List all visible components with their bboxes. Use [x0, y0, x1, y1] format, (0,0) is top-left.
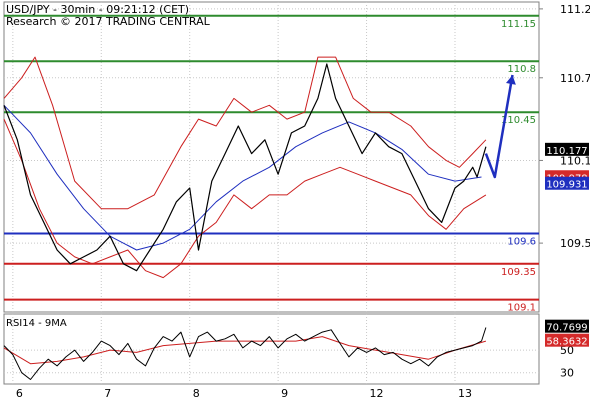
price-line: [3, 63, 487, 272]
price-badge-label: 110.177: [546, 146, 587, 157]
rsi-panel-label: RSI14 - 9MA: [6, 318, 67, 329]
rsi-y-tick-label: 50: [560, 344, 574, 357]
rsi-line: [3, 327, 487, 380]
moving-average-line: [3, 104, 482, 251]
level-label: 110.45: [501, 115, 536, 126]
price-badge: [545, 142, 589, 156]
x-tick-label: 12: [370, 387, 384, 400]
level-label: 110.8: [507, 64, 536, 75]
rsi-y-tick-label: 30: [560, 367, 574, 380]
price-badge: [545, 176, 589, 190]
x-tick-label: 8: [193, 387, 200, 400]
level-label: 109.35: [501, 267, 536, 278]
series-layer: [3, 56, 516, 279]
bollinger-upper-line: [3, 56, 487, 210]
y-tick-label: 109.5: [560, 237, 590, 250]
level-label: 109.1: [507, 303, 536, 314]
x-tick-label: 6: [16, 387, 23, 400]
level-label: 111.15: [501, 19, 536, 30]
y-tick-label: 110.1: [560, 154, 590, 167]
y-tick-label: 110.7: [560, 72, 590, 85]
rsi-plot-frame: [3, 313, 540, 385]
rsi-badge: [545, 319, 589, 333]
rsi-badge-label: 58.3632: [546, 337, 587, 348]
x-tick-label: 13: [458, 387, 472, 400]
axis-layer: 6 7 8 9 12 13 111.2 110.7 110.1 109.5 50 30: [16, 3, 590, 400]
rsi-badge-label: 70.7699: [546, 323, 587, 334]
x-tick-label: 7: [104, 387, 111, 400]
rsi-layer: [3, 327, 487, 380]
price-badge-label: 109.931: [546, 180, 587, 191]
projection-arrowhead: [506, 75, 516, 85]
chart-header-line2: Research © 2017 TRADING CENTRAL: [6, 15, 211, 28]
y-tick-label: 111.2: [560, 3, 590, 16]
chart-header-line1: USD/JPY - 30min - 09:21:12 (CET): [6, 3, 189, 16]
rsi-badge: [545, 333, 589, 347]
level-label: 109.6: [507, 236, 536, 247]
main-plot-frame: [3, 1, 540, 313]
projection-line: [484, 74, 514, 179]
x-tick-label: 9: [281, 387, 288, 400]
grid-layer: [4, 2, 539, 384]
level-lines: 111.15 110.8 110.45 109.6 109.35 109.1: [4, 14, 539, 314]
bollinger-lower-line: [3, 118, 487, 279]
rsi-ma-line: [3, 336, 487, 365]
